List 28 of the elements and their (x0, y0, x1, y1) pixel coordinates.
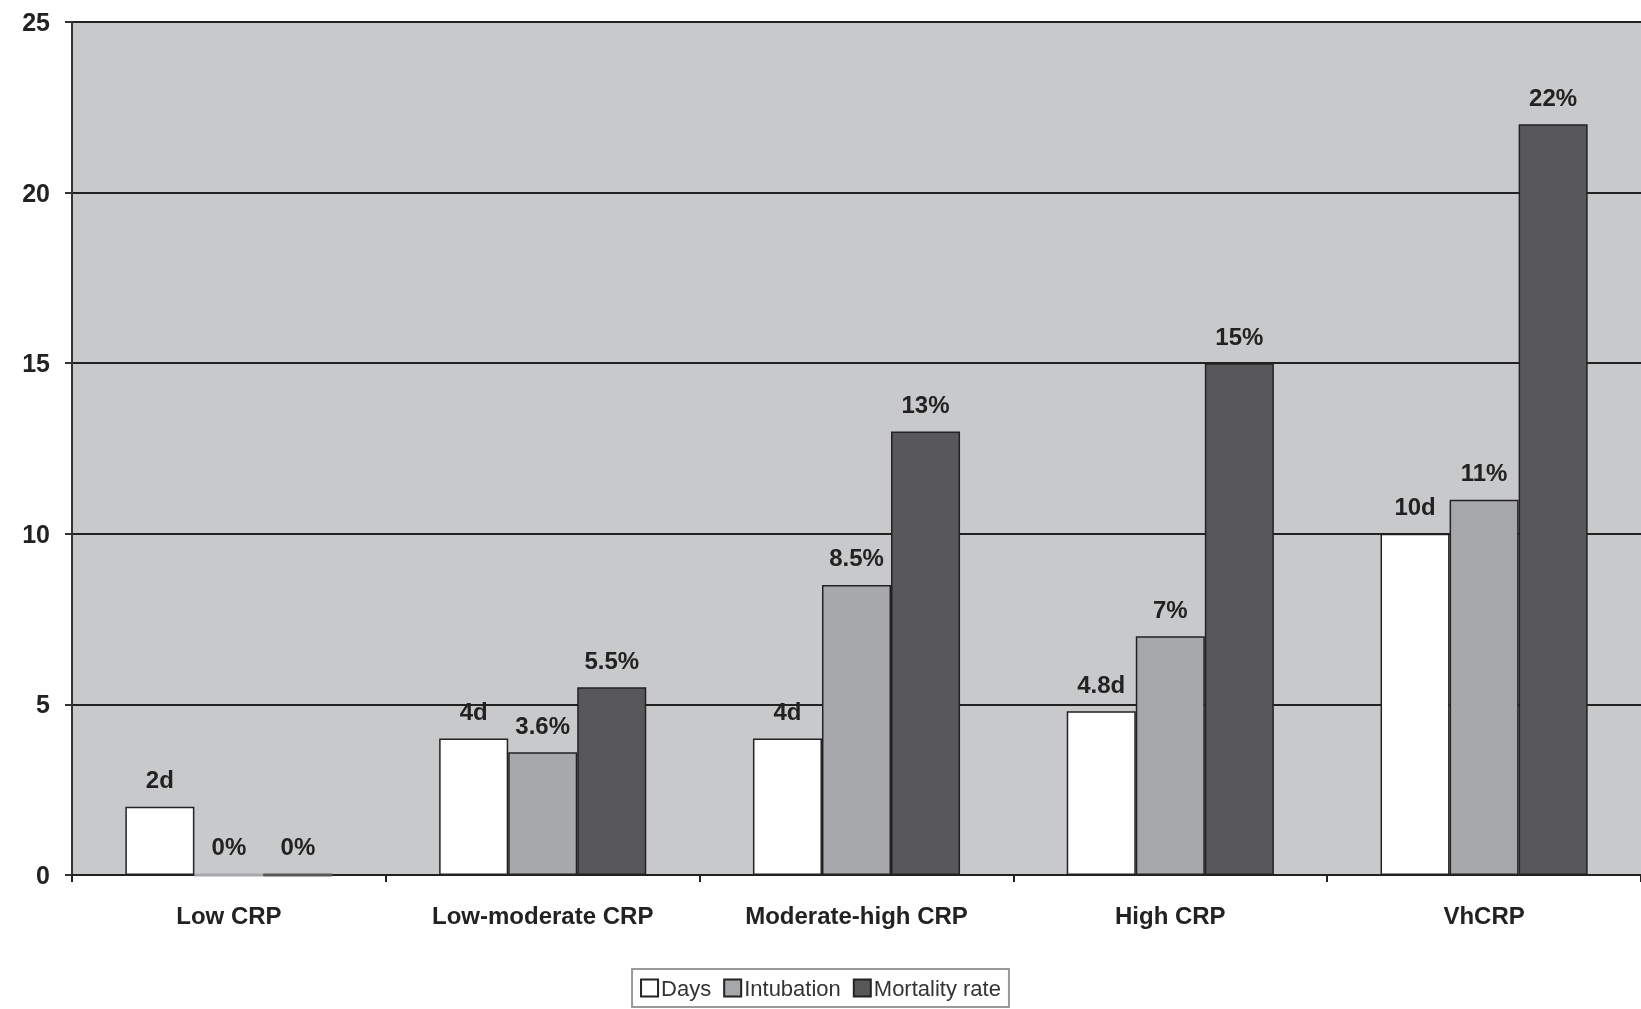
y-tick-label: 10 (22, 519, 50, 548)
data-label: 2d (145, 766, 174, 794)
data-label: 8.5% (829, 544, 884, 572)
data-label: 11% (1460, 459, 1508, 487)
data-label: 3.6% (515, 711, 571, 739)
data-label: 7% (1152, 595, 1188, 623)
y-tick-label: 25 (22, 8, 51, 36)
x-tick-label: Low-moderate CRP (432, 901, 654, 929)
data-label: 0% (211, 833, 247, 860)
y-tick-label: 20 (22, 178, 50, 207)
y-tick-label: 0 (36, 861, 50, 889)
y-tick-label: 15 (22, 349, 51, 378)
data-label: 4.8d (1077, 670, 1126, 698)
x-tick-label: High CRP (1114, 901, 1226, 929)
x-tick-label: Low CRP (176, 901, 282, 929)
data-label: 5.5% (584, 646, 640, 674)
data-label: 0% (280, 833, 316, 860)
x-tick-label: VhCRP (1443, 901, 1525, 929)
y-tick-label: 5 (36, 690, 51, 719)
legend-label: Intubation (744, 975, 841, 1001)
data-label: 10d (1394, 493, 1436, 521)
bar (125, 806, 195, 875)
data-label: 22% (1529, 83, 1578, 111)
x-tick-label: Moderate-high CRP (745, 901, 968, 929)
legend-label: Mortality rate (873, 975, 1001, 1001)
data-label: 13% (901, 390, 950, 418)
legend-label: Days (661, 975, 712, 1001)
data-label: 15% (1215, 322, 1264, 350)
